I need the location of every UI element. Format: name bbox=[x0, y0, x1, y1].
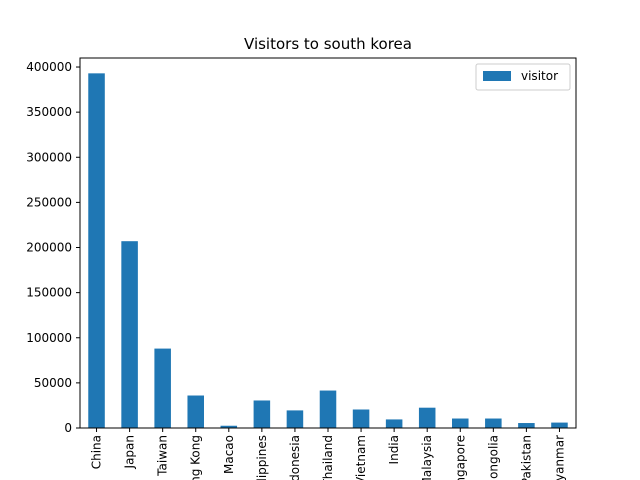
legend-swatch bbox=[483, 71, 511, 81]
y-tick-label: 0 bbox=[64, 421, 72, 435]
bar-china bbox=[88, 73, 105, 428]
x-tick-label: Indonesia bbox=[288, 435, 302, 480]
x-tick-label: Malaysia bbox=[420, 435, 434, 480]
legend-label: visitor bbox=[521, 69, 558, 83]
x-tick-label: Japan bbox=[123, 435, 137, 469]
y-tick-label: 400000 bbox=[26, 60, 72, 74]
y-tick-label: 250000 bbox=[26, 195, 72, 209]
x-tick-label: Hong Kong bbox=[189, 435, 203, 480]
bar-taiwan bbox=[154, 348, 171, 428]
x-tick-label: China bbox=[90, 435, 104, 469]
x-tick-label: Myanmar bbox=[552, 435, 566, 480]
bar-mongolia bbox=[485, 418, 502, 428]
bar-vietnam bbox=[352, 409, 370, 428]
x-tick-label: Mongolia bbox=[486, 435, 500, 480]
x-tick-label: Singapore bbox=[453, 435, 467, 480]
x-tick-label: Philippines bbox=[255, 435, 269, 480]
x-tick-label: Pakistan bbox=[519, 435, 533, 480]
y-tick-label: 100000 bbox=[26, 331, 72, 345]
legend-box bbox=[475, 63, 571, 91]
y-axis: 0 50000 100000 150000 200000 250000 300000 3500… bbox=[26, 60, 80, 435]
bar-macao bbox=[220, 425, 238, 428]
bar-indonesia bbox=[286, 410, 304, 428]
bar-pakistan bbox=[518, 423, 535, 428]
bars-group bbox=[88, 73, 568, 428]
plot-frame bbox=[79, 57, 577, 429]
x-tick-label: Vietnam bbox=[354, 435, 368, 480]
x-tick-label: India bbox=[387, 435, 401, 464]
x-tick-label: Taiwan bbox=[156, 435, 170, 477]
y-tick-label: 50000 bbox=[34, 376, 72, 390]
bar-singapore bbox=[452, 418, 469, 428]
bar-malaysia bbox=[418, 407, 436, 428]
y-tick-label: 350000 bbox=[26, 105, 72, 119]
bar-thailand bbox=[319, 390, 337, 428]
bar-india bbox=[385, 419, 403, 428]
x-tick-label: Macao bbox=[222, 435, 236, 474]
bar-philippines bbox=[253, 400, 271, 428]
y-tick-label: 300000 bbox=[26, 150, 72, 164]
x-axis: China Japan Taiwan Hong Kong Macao Philippine… bbox=[90, 428, 566, 480]
bar-myanmar bbox=[551, 422, 568, 428]
x-tick-label: Thailand bbox=[321, 435, 335, 480]
bar-japan bbox=[121, 241, 138, 428]
chart-title: Visitors to south korea bbox=[244, 35, 412, 53]
y-tick-label: 200000 bbox=[26, 241, 72, 255]
bar-hong-kong bbox=[187, 395, 204, 428]
legend: visitor bbox=[475, 63, 571, 91]
y-tick-label: 150000 bbox=[26, 286, 72, 300]
